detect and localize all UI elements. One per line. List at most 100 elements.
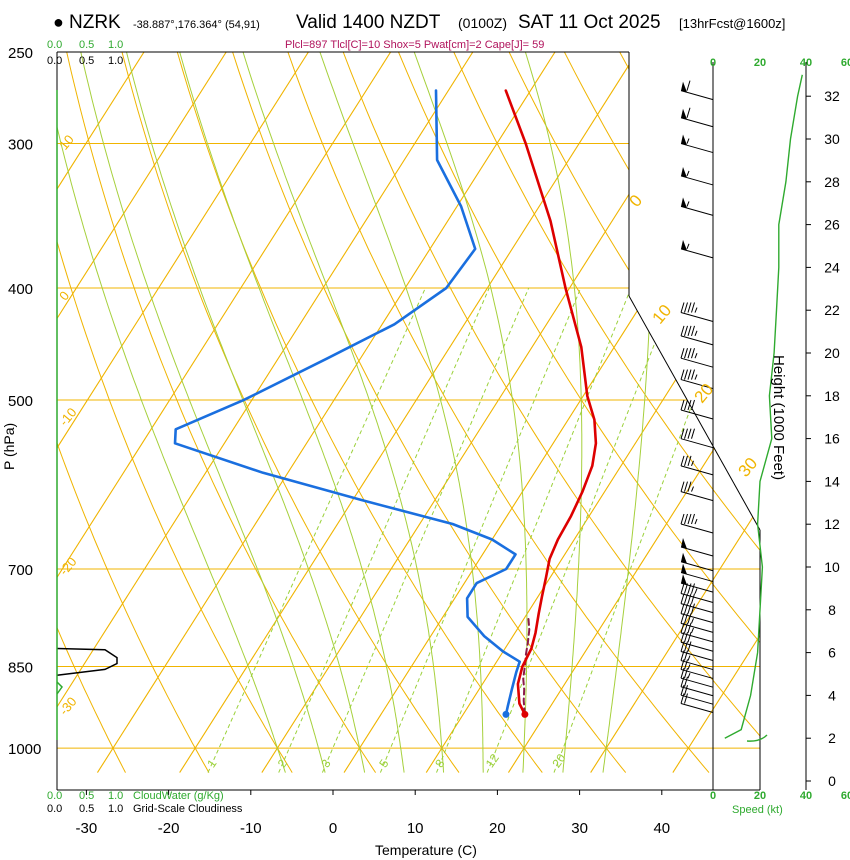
wind-barb-feather [691, 583, 695, 594]
wind-barb-feather [680, 659, 685, 670]
dry-adiabat-line [786, 52, 850, 773]
speed-tick-label: 20 [754, 790, 766, 802]
pressure-tick-label: 700 [8, 562, 33, 579]
wind-barb-feather [680, 399, 685, 411]
wind-barb-staff [680, 335, 714, 346]
wind-barb-half-feather [686, 243, 690, 250]
wind-barb-feather [686, 107, 691, 118]
wind-barb [680, 134, 714, 154]
wind-barb-feather [687, 632, 692, 643]
wind-barb-feather [684, 455, 688, 466]
wind-barb [680, 513, 714, 534]
wind-barb-feather [680, 348, 685, 359]
moist-adiabat-line [319, 52, 484, 773]
pressure-tick-label: 500 [8, 393, 33, 410]
dry-adiabat-line [232, 52, 627, 773]
wind-barb-feather [691, 348, 695, 359]
height-tick-label: 0 [828, 773, 836, 789]
wind-barb-feather [687, 641, 692, 652]
mixing-ratio-line [553, 287, 737, 773]
wind-barb-feather [686, 80, 691, 91]
wind-barb-feather [684, 650, 688, 661]
wind-barb-pennant [681, 166, 687, 178]
wind-barb-feather [684, 513, 688, 525]
valid-time: Valid 1400 NZDT [296, 12, 441, 33]
isotherm-line [261, 52, 720, 773]
isotherm-line [57, 52, 309, 773]
wind-barb-half-feather [694, 588, 698, 594]
dry-adiabat-line [57, 52, 126, 773]
x-tick-label: 30 [571, 820, 588, 837]
mixing-ratio-label: 12 [483, 751, 502, 770]
wind-barb-feather [680, 513, 685, 525]
wind-barb-staff [680, 603, 714, 614]
moist-adiabat-line [80, 52, 326, 773]
mixing-ratio-line [436, 287, 632, 773]
wind-barb-staff [680, 409, 714, 420]
wind-barb-staff [680, 632, 714, 643]
cloud-scale-tick: 0.0 [47, 803, 62, 815]
wind-barb-feather [684, 641, 688, 652]
wind-barb-pennant [681, 552, 687, 564]
isotherm-line [57, 52, 474, 773]
wind-barb-half-feather [691, 618, 694, 624]
wind-barb [680, 693, 714, 713]
wind-barb-feather [684, 325, 688, 337]
wind-barb-feather [691, 369, 695, 380]
wind-barb [680, 325, 714, 346]
plot-diagonal-border [628, 295, 761, 531]
wind-barb-feather [680, 455, 685, 466]
wind-barb-half-feather [687, 672, 691, 679]
height-tick-label: 6 [828, 645, 836, 661]
pressure-tick-label: 300 [8, 137, 33, 154]
wind-barb-feather [680, 583, 685, 594]
wind-barb [680, 481, 714, 502]
height-tick-label: 8 [828, 602, 836, 618]
wind-barb-feather [684, 348, 688, 359]
height-tick-label: 2 [828, 730, 836, 746]
x-axis-title: Temperature (C) [375, 842, 477, 858]
wind-barb-pennant [681, 134, 687, 146]
speed-tick-label: 60 [841, 57, 850, 69]
cloud-scale-top-green: 0.0 0.5 1.0 [47, 39, 123, 51]
wind-barb [680, 166, 714, 186]
wind-barb-half-feather [686, 138, 690, 144]
wind-barb [680, 538, 714, 557]
wind-barb-feather [687, 593, 692, 604]
wind-barb-half-feather [691, 627, 694, 634]
mixing-ratio-line [207, 287, 426, 773]
wind-barb-feather [684, 685, 688, 696]
mixing-ratio-label: 5 [376, 756, 391, 770]
temperature-line [504, 89, 598, 716]
moist-adiabat-line [57, 52, 286, 773]
wind-barb-pennant [681, 81, 687, 93]
date-label: SAT 11 Oct 2025 [518, 12, 661, 33]
wind-barb-feather [684, 622, 688, 634]
x-tick-label: -30 [76, 820, 98, 837]
cloudiness-label: Grid-Scale Cloudiness [133, 803, 243, 815]
wind-barb [680, 369, 714, 390]
isotherm-label: -30 [56, 694, 80, 718]
pressure-tick-label: 400 [8, 281, 33, 298]
wind-barb [680, 593, 714, 614]
mixing-ratio-line [379, 287, 582, 773]
mixing-ratio-label: 20 [549, 751, 568, 770]
wind-barb-feather [680, 428, 685, 439]
wind-barb-feather [687, 302, 692, 313]
wind-barb-pennant [681, 108, 687, 120]
height-tick-label: 18 [824, 388, 840, 404]
isotherm-label: 30 [735, 454, 762, 481]
wind-barb-staff [680, 312, 714, 322]
x-tick-label: 40 [653, 820, 670, 837]
wind-barb [680, 399, 714, 420]
cloud-scale-tick: 0.5 [79, 39, 94, 51]
wind-barb-half-feather [694, 330, 698, 337]
speed-tick-label: 20 [754, 57, 766, 69]
wind-barb [680, 428, 714, 449]
wind-barb-staff [680, 703, 714, 713]
params-line: Plcl=897 Tlcl[C]=10 Shox=5 Pwat[cm]=2 Ca… [285, 39, 544, 51]
wind-barb-staff [680, 613, 714, 624]
wind-barb-feather [687, 622, 692, 634]
wind-barb-feather [684, 613, 688, 624]
wind-barb [680, 80, 714, 101]
